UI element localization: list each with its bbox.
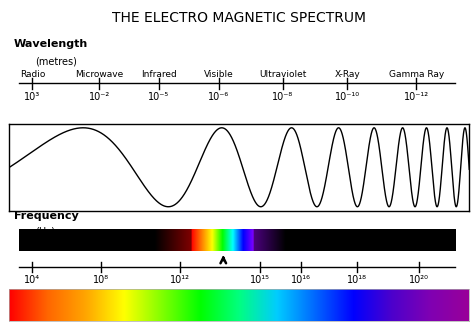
Text: Wavelength: Wavelength [14,38,88,49]
Text: Radio: Radio [20,70,45,79]
Text: 10¹⁸: 10¹⁸ [346,275,366,285]
Text: 10⁻⁶: 10⁻⁶ [208,92,229,102]
Text: 10²⁰: 10²⁰ [409,275,428,285]
Text: Microwave: Microwave [75,70,123,79]
Text: 10⁻²: 10⁻² [89,92,110,102]
Text: (Hz): (Hz) [35,226,55,236]
Text: 10⁻¹⁰: 10⁻¹⁰ [335,92,360,102]
Text: X-Ray: X-Ray [335,70,360,79]
Text: THE ELECTRO MAGNETIC SPECTRUM: THE ELECTRO MAGNETIC SPECTRUM [112,11,366,25]
Text: 10⁸: 10⁸ [93,275,109,285]
Text: Ultraviolet: Ultraviolet [259,70,307,79]
Text: 10³: 10³ [24,92,41,102]
Bar [18,230,456,251]
Text: 10⁻⁸: 10⁻⁸ [273,92,294,102]
Text: 10¹⁵: 10¹⁵ [250,275,270,285]
Text: 10¹²: 10¹² [170,275,190,285]
Text: Frequency: Frequency [14,211,79,221]
Text: Gamma Ray: Gamma Ray [389,70,444,79]
Text: 10⁻¹²: 10⁻¹² [404,92,429,102]
Text: Infrared: Infrared [141,70,177,79]
Text: 10¹⁶: 10¹⁶ [292,275,311,285]
Text: 10⁴: 10⁴ [24,275,41,285]
Text: (metres): (metres) [35,56,77,66]
Text: 10⁻⁵: 10⁻⁵ [148,92,170,102]
Text: Visible: Visible [204,70,234,79]
